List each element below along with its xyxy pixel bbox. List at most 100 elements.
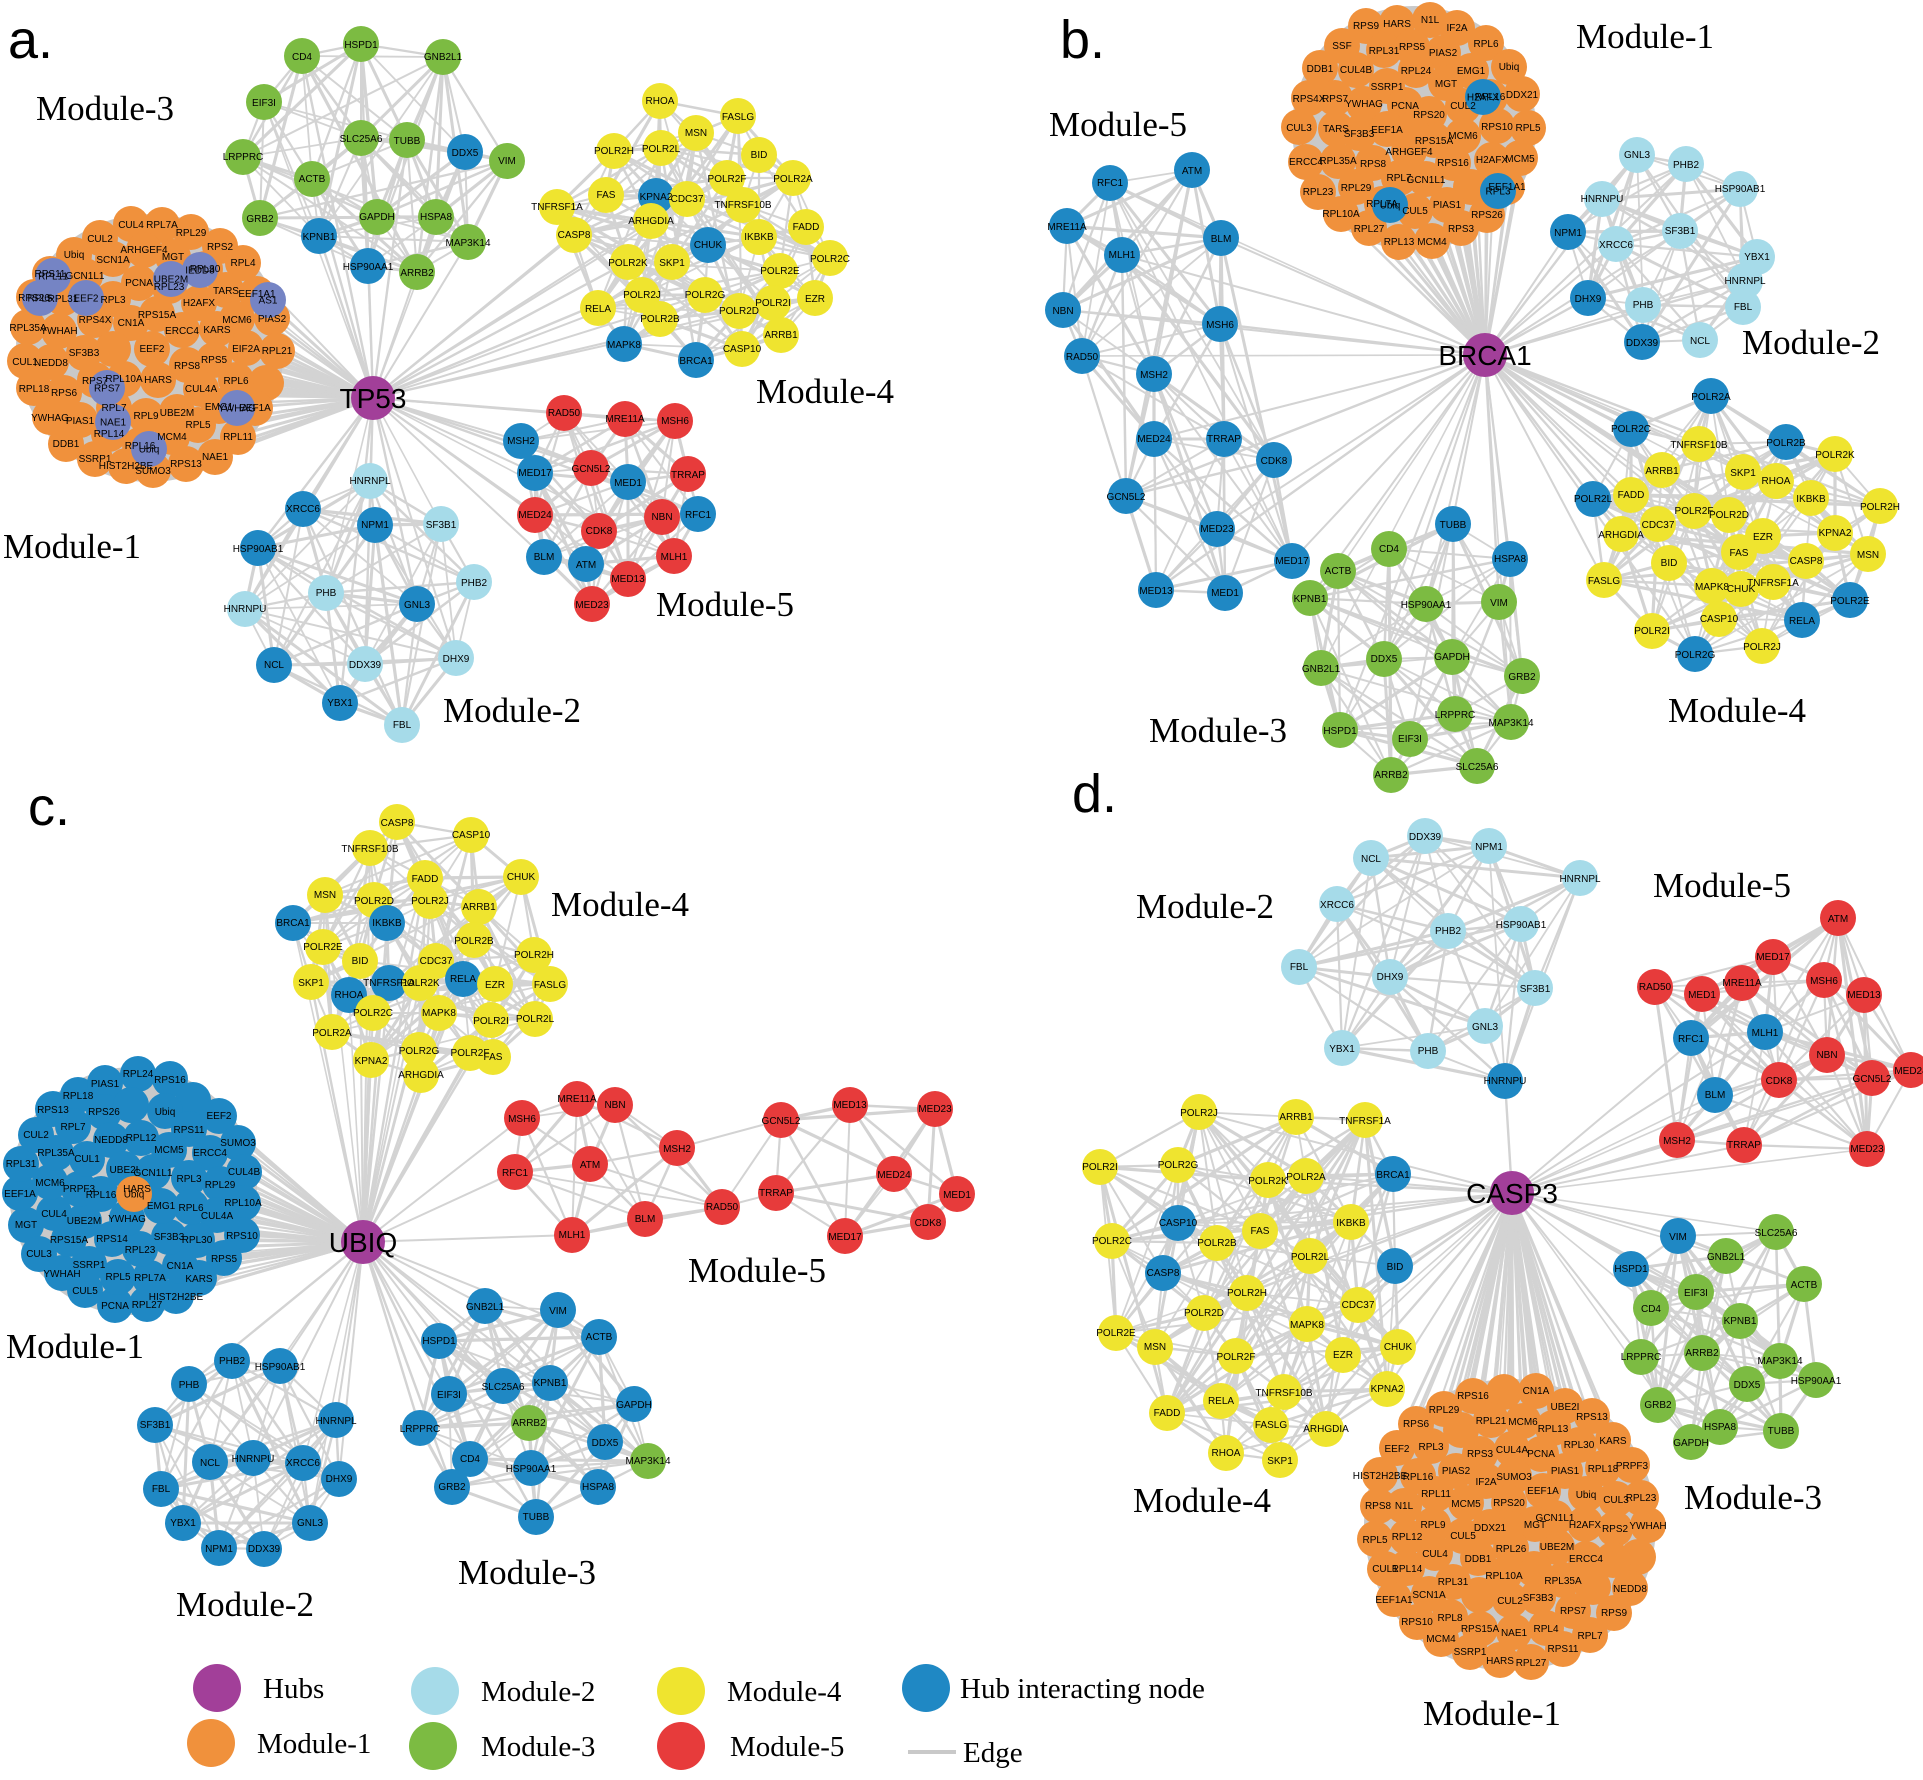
svg-text:GAPDH: GAPDH bbox=[1434, 652, 1470, 663]
svg-text:MED24: MED24 bbox=[877, 1170, 911, 1181]
svg-text:ARRB1: ARRB1 bbox=[764, 330, 798, 341]
svg-text:HSPD1: HSPD1 bbox=[344, 40, 378, 51]
svg-text:RPL21: RPL21 bbox=[1476, 1416, 1507, 1427]
svg-text:YWHAH: YWHAH bbox=[1629, 1521, 1666, 1532]
svg-text:Ubiq: Ubiq bbox=[1499, 62, 1520, 73]
svg-text:CASP8: CASP8 bbox=[558, 230, 591, 241]
svg-text:MED23: MED23 bbox=[918, 1104, 952, 1115]
svg-text:UBE2M: UBE2M bbox=[160, 408, 194, 419]
svg-text:FAS: FAS bbox=[484, 1052, 503, 1063]
svg-text:HNRNPU: HNRNPU bbox=[1581, 194, 1624, 205]
svg-text:H2AFX: H2AFX bbox=[1569, 1520, 1602, 1531]
svg-text:EEF2: EEF2 bbox=[1384, 1444, 1409, 1455]
svg-text:PHB2: PHB2 bbox=[219, 1356, 246, 1367]
svg-text:RPL29: RPL29 bbox=[1341, 183, 1372, 194]
svg-text:HIST2H2BE: HIST2H2BE bbox=[1353, 1471, 1408, 1482]
svg-text:GAPDH: GAPDH bbox=[616, 1400, 652, 1411]
svg-text:RPL3: RPL3 bbox=[1485, 187, 1510, 198]
svg-text:EEF1A1: EEF1A1 bbox=[238, 289, 276, 300]
svg-text:ACTB: ACTB bbox=[299, 174, 326, 185]
svg-text:MCM6: MCM6 bbox=[1448, 131, 1478, 142]
svg-text:LRPPRC: LRPPRC bbox=[223, 152, 264, 163]
svg-text:SKP1: SKP1 bbox=[1267, 1456, 1293, 1467]
svg-text:NPM1: NPM1 bbox=[1475, 842, 1503, 853]
svg-text:NAE1: NAE1 bbox=[202, 452, 229, 463]
svg-text:YWHAG: YWHAG bbox=[218, 404, 256, 415]
svg-text:POLR2L: POLR2L bbox=[642, 144, 681, 155]
svg-text:RPS5: RPS5 bbox=[201, 355, 228, 366]
svg-text:CUL4A: CUL4A bbox=[201, 1211, 234, 1222]
svg-text:ARHGEF4: ARHGEF4 bbox=[1385, 147, 1433, 158]
svg-text:CHUK: CHUK bbox=[507, 872, 536, 883]
svg-text:MED13: MED13 bbox=[1139, 586, 1173, 597]
svg-text:Module-2: Module-2 bbox=[176, 1585, 314, 1624]
svg-text:DDX39: DDX39 bbox=[1409, 832, 1442, 843]
svg-text:DDB1: DDB1 bbox=[1307, 64, 1334, 75]
svg-text:VIM: VIM bbox=[1490, 598, 1508, 609]
svg-text:CUL5: CUL5 bbox=[72, 1286, 98, 1297]
svg-text:MED23: MED23 bbox=[1200, 524, 1234, 535]
svg-text:POLR2D: POLR2D bbox=[1184, 1308, 1224, 1319]
svg-text:RPL18: RPL18 bbox=[63, 1091, 94, 1102]
svg-text:POLR2F: POLR2F bbox=[451, 1048, 490, 1059]
svg-text:PCNA: PCNA bbox=[1391, 101, 1419, 112]
svg-text:SKP1: SKP1 bbox=[659, 258, 685, 269]
svg-text:UBE2M: UBE2M bbox=[67, 1216, 101, 1227]
svg-text:MAPK8: MAPK8 bbox=[1290, 1320, 1324, 1331]
svg-text:PHB2: PHB2 bbox=[1435, 926, 1462, 937]
svg-text:BID: BID bbox=[751, 150, 768, 161]
svg-text:MED17: MED17 bbox=[518, 468, 552, 479]
svg-text:ERCC4: ERCC4 bbox=[1289, 157, 1323, 168]
svg-text:KARS: KARS bbox=[185, 1274, 213, 1285]
svg-text:EIF3I: EIF3I bbox=[252, 98, 276, 109]
svg-text:GRB2: GRB2 bbox=[438, 1482, 466, 1493]
svg-text:FBL: FBL bbox=[393, 720, 412, 731]
svg-text:PHB: PHB bbox=[179, 1380, 200, 1391]
svg-text:CUL4: CUL4 bbox=[41, 1209, 67, 1220]
svg-text:RHOA: RHOA bbox=[646, 96, 675, 107]
svg-text:N1L: N1L bbox=[1395, 1501, 1414, 1512]
svg-text:PCNA: PCNA bbox=[101, 1301, 129, 1312]
svg-text:GNB2L1: GNB2L1 bbox=[1302, 664, 1341, 675]
svg-text:GNL3: GNL3 bbox=[297, 1518, 324, 1529]
svg-text:RPL5: RPL5 bbox=[27, 294, 52, 305]
svg-text:Module-4: Module-4 bbox=[756, 372, 894, 411]
svg-text:EZR: EZR bbox=[1333, 1350, 1353, 1361]
svg-text:ATM: ATM bbox=[1182, 166, 1202, 177]
svg-text:GCN5L2: GCN5L2 bbox=[572, 464, 611, 475]
svg-text:PIAS1: PIAS1 bbox=[91, 1079, 120, 1090]
svg-text:RPL7: RPL7 bbox=[60, 1122, 85, 1133]
svg-text:Module-5: Module-5 bbox=[1049, 105, 1187, 144]
svg-text:RAD50: RAD50 bbox=[706, 1202, 739, 1213]
svg-text:HSP90AB1: HSP90AB1 bbox=[255, 1362, 306, 1373]
svg-text:RFC1: RFC1 bbox=[1678, 1034, 1705, 1045]
svg-text:RPL35A: RPL35A bbox=[9, 323, 47, 334]
svg-text:GAPDH: GAPDH bbox=[359, 212, 395, 223]
svg-text:PRPF3: PRPF3 bbox=[63, 1184, 96, 1195]
svg-text:PIAS2: PIAS2 bbox=[258, 314, 287, 325]
svg-text:SF3B1: SF3B1 bbox=[140, 1420, 171, 1431]
svg-text:SF3B3: SF3B3 bbox=[69, 348, 100, 359]
svg-text:RPL8: RPL8 bbox=[1437, 1613, 1462, 1624]
svg-text:Module-1: Module-1 bbox=[257, 1728, 371, 1760]
svg-text:NCL: NCL bbox=[1690, 336, 1710, 347]
svg-text:POLR2A: POLR2A bbox=[1691, 392, 1731, 403]
svg-text:MLH1: MLH1 bbox=[1752, 1028, 1779, 1039]
svg-text:MGT: MGT bbox=[1435, 79, 1457, 90]
svg-text:MSH2: MSH2 bbox=[1663, 1136, 1691, 1147]
svg-text:MSN: MSN bbox=[1144, 1342, 1166, 1353]
svg-text:DDX21: DDX21 bbox=[1474, 1523, 1507, 1534]
svg-text:RFC1: RFC1 bbox=[685, 510, 712, 521]
svg-text:HNRNPU: HNRNPU bbox=[1484, 1076, 1527, 1087]
svg-text:TRRAP: TRRAP bbox=[759, 1188, 793, 1199]
svg-text:RPL30: RPL30 bbox=[1564, 1440, 1595, 1451]
svg-text:RPS11: RPS11 bbox=[35, 269, 66, 280]
svg-text:HSP90AA1: HSP90AA1 bbox=[343, 262, 394, 273]
svg-text:LRPPRC: LRPPRC bbox=[1621, 1352, 1662, 1363]
svg-text:POLR2J: POLR2J bbox=[623, 290, 661, 301]
svg-text:TUBB: TUBB bbox=[523, 1512, 550, 1523]
svg-text:CUL2: CUL2 bbox=[1497, 1596, 1523, 1607]
svg-text:RPL35A: RPL35A bbox=[1544, 1576, 1582, 1587]
svg-text:RPL12: RPL12 bbox=[126, 1133, 157, 1144]
svg-text:RPS26: RPS26 bbox=[88, 1107, 120, 1118]
